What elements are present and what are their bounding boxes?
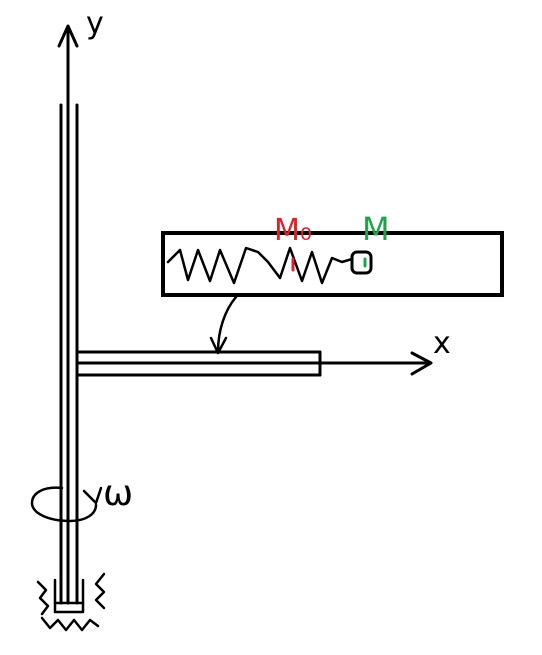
m-label: M [362, 210, 390, 248]
y-axis-label: y [86, 6, 104, 41]
x-axis-label: x [433, 326, 451, 361]
spring [166, 246, 354, 285]
horizontal-arm [75, 350, 322, 377]
x-axis-arrow [318, 351, 433, 376]
detail-box [161, 231, 504, 297]
detail-pointer-arrow [209, 295, 238, 355]
omega-label: ω [103, 473, 133, 514]
mass-block [350, 250, 373, 275]
m0-label: M₀ [274, 213, 312, 248]
ground-support [36, 572, 106, 632]
y-axis-arrow [57, 24, 79, 107]
rotation-arrow [30, 486, 103, 523]
